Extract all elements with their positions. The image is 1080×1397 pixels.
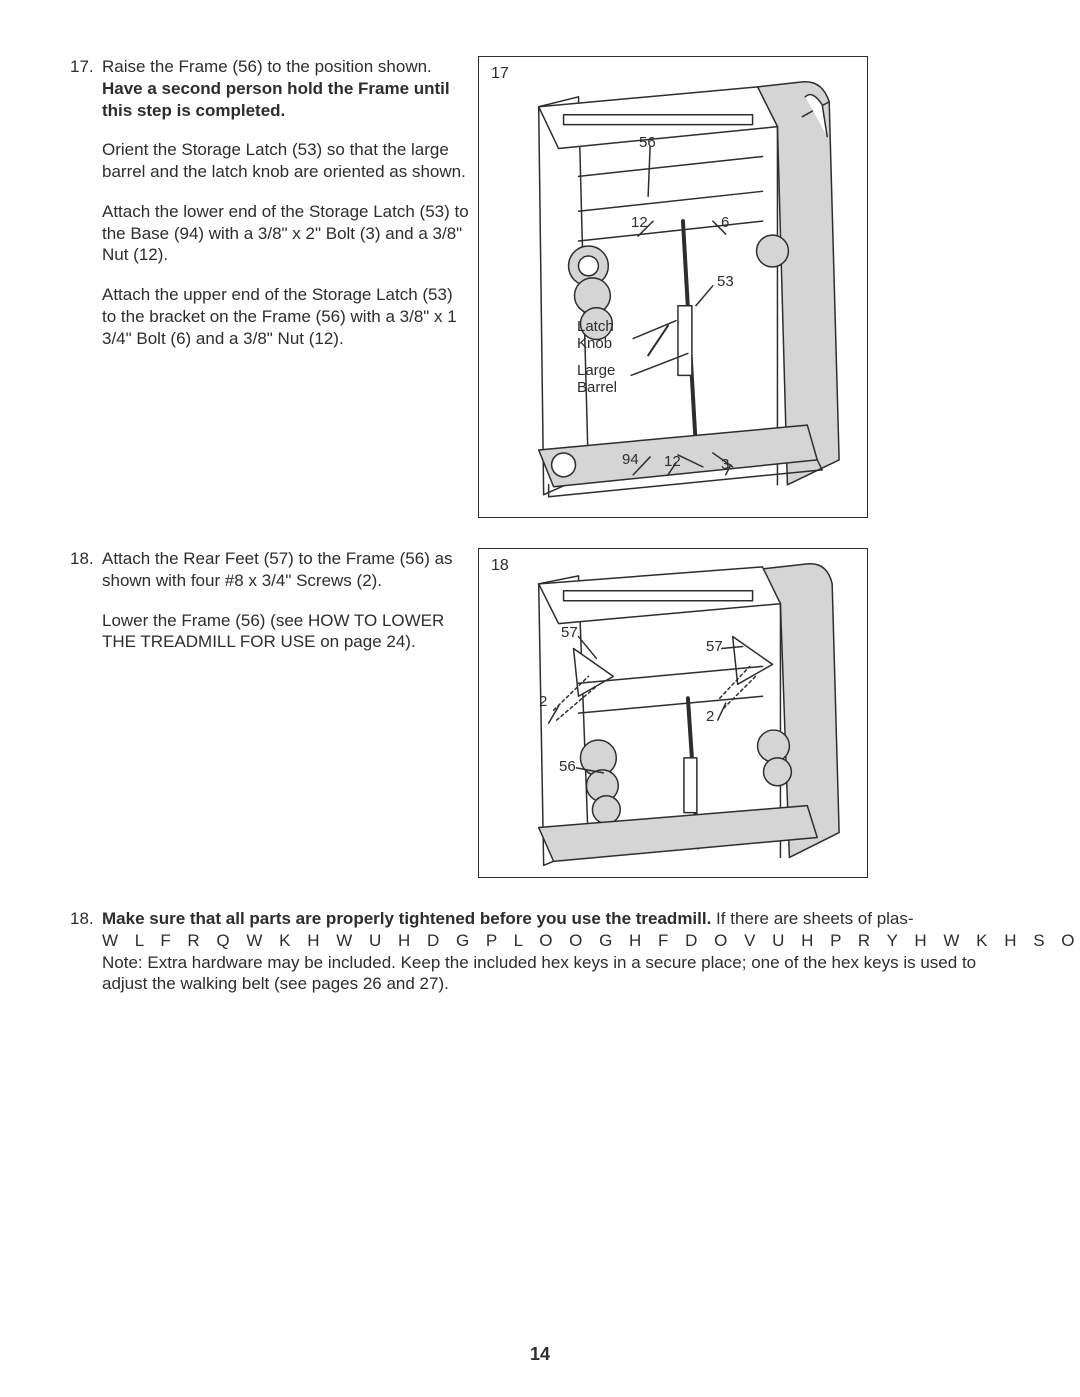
callout-large-barrel: Large Barrel [577, 363, 617, 396]
step-17-block: 17. Raise the Frame (56) to the position… [70, 56, 1010, 518]
callout-56: 56 [639, 135, 656, 152]
callout-2a: 2 [539, 694, 547, 711]
callout-latch-knob: Latch Knob [577, 319, 614, 352]
callout-12-top: 12 [631, 215, 648, 232]
figure-18: 18 [478, 548, 868, 878]
step-17-number: 17. [70, 56, 94, 78]
final-note-tail1: If there are sheets of plas- [711, 909, 913, 928]
step-18-p1: Attach the Rear Feet (57) to the Frame (… [102, 549, 453, 590]
step-17-p3: Attach the lower end of the Storage Latc… [102, 202, 469, 265]
step-18-block: 18. Attach the Rear Feet (57) to the Fra… [70, 548, 1010, 878]
callout-94: 94 [622, 452, 639, 469]
callout-6: 6 [721, 215, 729, 232]
figure-17: 17 [478, 56, 868, 518]
step-17-p4: Attach the upper end of the Storage Latc… [102, 285, 457, 348]
callout-2b: 2 [706, 709, 714, 726]
step-17-text: 17. Raise the Frame (56) to the position… [70, 56, 470, 349]
step-18-p2: Lower the Frame (56) (see HOW TO LOWER T… [102, 611, 444, 652]
manual-page: 17. Raise the Frame (56) to the position… [0, 0, 1080, 1397]
step-18-text: 18. Attach the Rear Feet (57) to the Fra… [70, 548, 470, 653]
callout-56: 56 [559, 759, 576, 776]
final-note-number: 18. [70, 908, 94, 930]
figure-17-svg [479, 57, 867, 517]
callout-57b: 57 [706, 639, 723, 656]
final-note-garbled: W L F R Q W K H W U H D G P L O O G H F … [102, 931, 1080, 950]
step-18-number: 18. [70, 548, 94, 570]
final-note-bold: Make sure that all parts are properly ti… [102, 909, 711, 928]
step-17-p2: Orient the Storage Latch (53) so that th… [102, 140, 466, 181]
callout-57a: 57 [561, 625, 578, 642]
callout-3: 3 [721, 457, 729, 474]
callout-12-bot: 12 [664, 454, 681, 471]
figure-18-svg [479, 549, 867, 877]
final-note-extra: Note: Extra hardware may be included. Ke… [102, 953, 976, 994]
step-17-line1: Raise the Frame (56) to the position sho… [102, 57, 432, 76]
step-17-bold: Have a second person hold the Frame unti… [102, 79, 450, 120]
final-note-block: 18. Make sure that all parts are properl… [70, 908, 1010, 995]
callout-53: 53 [717, 274, 734, 291]
page-number: 14 [0, 1344, 1080, 1365]
